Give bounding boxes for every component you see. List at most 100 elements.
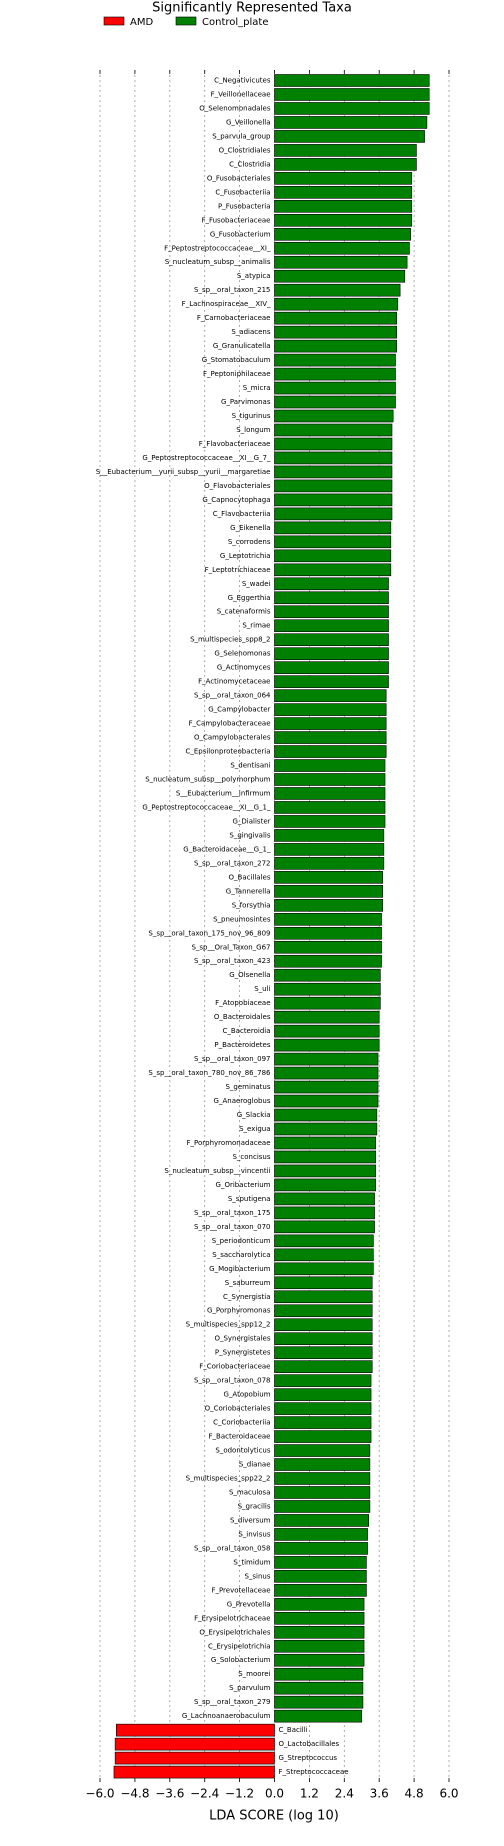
category-label: G_Anaeroglobus xyxy=(214,1097,271,1105)
bar xyxy=(274,409,394,423)
bar xyxy=(274,367,396,381)
category-label: S_sinus xyxy=(244,1572,270,1580)
category-label: G_Porphyromonas xyxy=(207,1307,271,1315)
category-label: F_Streptococcaceae xyxy=(279,1768,349,1776)
bar xyxy=(274,1052,379,1066)
category-label: S_sp__oral_taxon_279 xyxy=(194,1698,270,1706)
category-label: S_nucleatum_subsp__polymorphum xyxy=(145,776,270,784)
bar xyxy=(274,1681,364,1695)
x-tick-label: 2.4 xyxy=(335,1787,354,1801)
bar xyxy=(274,954,382,968)
bar xyxy=(274,88,430,101)
x-tick-label: −3.6 xyxy=(155,1787,184,1801)
bar xyxy=(274,1150,377,1164)
bar xyxy=(274,605,389,619)
bar xyxy=(274,1290,373,1304)
category-label: S_sp__oral_taxon_058 xyxy=(194,1544,270,1552)
category-label: F_Actinomycetaceae xyxy=(198,678,270,686)
category-label: O_Campylobacterales xyxy=(194,734,271,742)
category-label: S_atypica xyxy=(237,272,271,280)
bar xyxy=(274,1500,371,1513)
category-label: O_Synergistales xyxy=(214,1335,270,1343)
bar xyxy=(274,829,385,842)
category-label: G_Peptostreptococcaceae__XI__G_7_ xyxy=(142,454,271,462)
bar xyxy=(274,871,383,884)
bar xyxy=(274,1388,372,1401)
bar xyxy=(274,1220,375,1234)
category-label: S_saccharolytica xyxy=(212,1251,270,1259)
category-label: S_sp__oral_taxon_423 xyxy=(194,957,270,965)
category-label: G_Bacteroidaceae__G_1_ xyxy=(183,845,271,853)
category-label: S_pneumosintes xyxy=(213,915,271,923)
category-label: F_Flavobacteriaceae xyxy=(199,440,271,448)
category-label: G_Atopobium xyxy=(224,1391,271,1399)
category-label: S_uli xyxy=(254,985,270,993)
bar xyxy=(274,591,389,605)
category-label: F_Campylobacteraceae xyxy=(189,720,271,728)
category-label: O_Erysipelotrichales xyxy=(199,1628,270,1636)
bar xyxy=(274,1094,379,1108)
bar xyxy=(274,1416,372,1429)
bar xyxy=(274,116,428,129)
category-label: S_forsythia xyxy=(232,901,271,909)
category-label: G_Lachnoanaerobaculum xyxy=(182,1712,271,1720)
category-label: G_Slackia xyxy=(237,1111,271,1119)
bar xyxy=(274,381,396,395)
bar xyxy=(274,787,386,800)
category-label: S_diversum xyxy=(230,1516,271,1524)
bar xyxy=(274,1122,378,1136)
x-tick-label: 0.0 xyxy=(265,1787,284,1801)
bar xyxy=(274,1598,365,1611)
bar xyxy=(274,577,389,591)
category-label: F_Carnobacteriaceae xyxy=(197,314,271,322)
bar xyxy=(274,745,387,758)
bar xyxy=(274,675,389,688)
bar xyxy=(274,1024,380,1038)
bar xyxy=(274,311,397,325)
category-label: S_multispecies_spp22_2 xyxy=(186,1475,271,1483)
bar xyxy=(274,479,393,493)
bar xyxy=(274,1570,367,1583)
bar xyxy=(274,1612,365,1625)
category-label: C_Coriobacteriia xyxy=(213,1419,270,1427)
category-label: F_Peptostreptococcaceae__XI_ xyxy=(164,244,271,252)
category-label: G_Dialister xyxy=(232,817,270,825)
category-label: O_Clostridiales xyxy=(219,146,271,154)
bar xyxy=(274,647,389,660)
category-label: O_Flavobacteriales xyxy=(204,482,271,490)
category-label: O_Bacillales xyxy=(229,873,271,881)
bar xyxy=(274,451,393,465)
bar xyxy=(274,437,393,451)
bar xyxy=(274,465,393,479)
bar xyxy=(274,703,387,716)
bar xyxy=(274,283,401,297)
bar xyxy=(274,1010,380,1024)
bar xyxy=(274,1276,373,1290)
bar xyxy=(274,857,385,870)
legend-label: AMD xyxy=(130,17,153,28)
legend-label: Control_plate xyxy=(202,17,268,28)
category-label: S_odontolyticus xyxy=(215,1447,270,1455)
category-label: G_Capnocytophaga xyxy=(202,496,270,504)
bar xyxy=(274,1444,371,1457)
category-label: G_Veillonella xyxy=(226,118,271,126)
category-label: F_Prevotellaceae xyxy=(211,1586,270,1594)
category-label: S_moorei xyxy=(238,1670,270,1678)
category-label: G_Fusobacterium xyxy=(210,230,271,238)
bar xyxy=(274,1639,365,1653)
bar xyxy=(274,507,393,521)
category-label: S_multispecies_spp8_2 xyxy=(190,636,270,644)
category-label: C_Synergistia xyxy=(223,1293,271,1301)
category-label: S__Eubacterium__infirmum xyxy=(176,789,271,797)
x-tick-label: −4.8 xyxy=(120,1787,149,1801)
category-label: S_sp__oral_taxon_097 xyxy=(194,1055,270,1063)
category-label: S_dianae xyxy=(239,1461,271,1469)
bar xyxy=(274,353,396,367)
category-label: F_Fusobacteriaceae xyxy=(201,216,270,224)
bar xyxy=(274,1486,371,1499)
category-label: G_Actinomyces xyxy=(217,664,271,672)
chart-title: Significantly Represented Taxa xyxy=(152,1,352,16)
bar xyxy=(274,227,411,241)
bar xyxy=(274,535,392,549)
category-label: C_Fusobacteriia xyxy=(215,188,270,196)
